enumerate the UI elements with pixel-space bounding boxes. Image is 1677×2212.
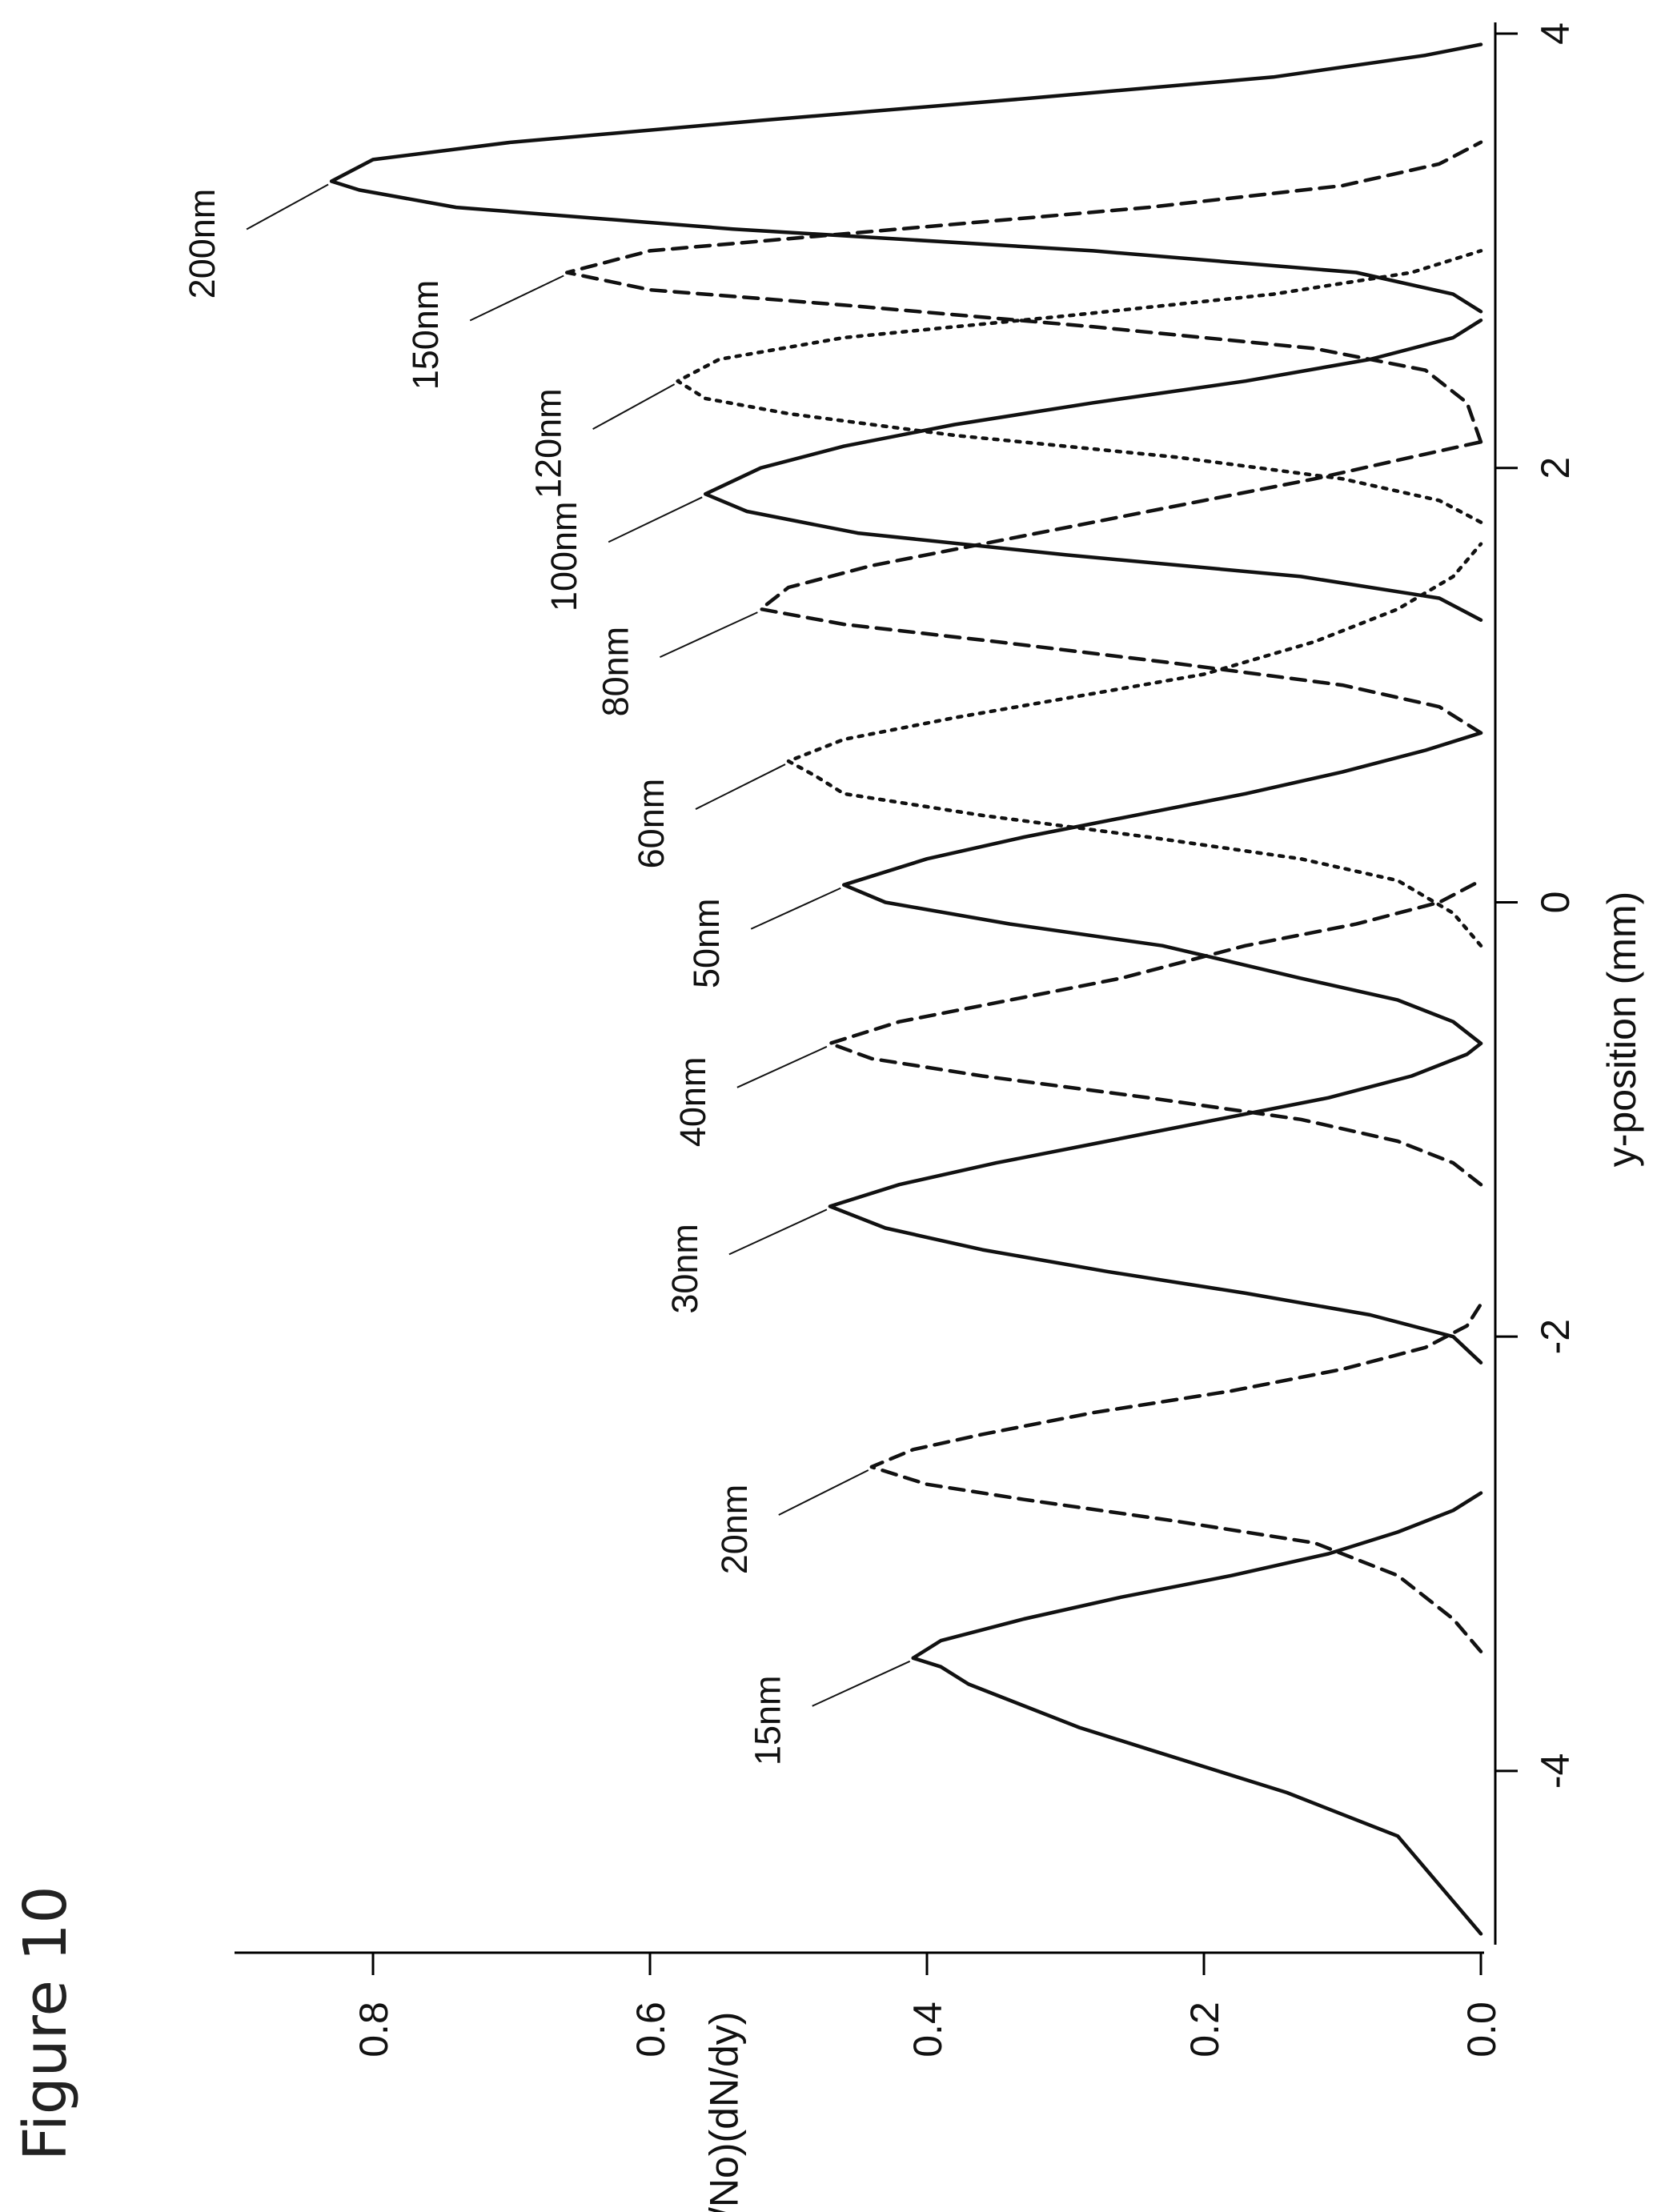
series-label: 120nm	[528, 388, 569, 499]
x-tick-label: 0	[1533, 892, 1578, 914]
series-leader-line	[750, 887, 841, 930]
figure-title-group: Figure 10	[11, 1885, 80, 2161]
series-curve-80nm	[759, 439, 1483, 735]
series-curve-60nm	[786, 542, 1483, 948]
series-label: 30nm	[664, 1224, 705, 1314]
series-leader-line	[246, 183, 329, 230]
series-curve-50nm	[841, 731, 1483, 1046]
series-leader-line	[469, 274, 564, 322]
series-leader-line	[778, 1469, 869, 1516]
series-curve-30nm	[828, 1041, 1483, 1364]
y-tick-label: 0.2	[1182, 2002, 1227, 2058]
y-axis-label: (1/No)(dN/dy)	[702, 2012, 747, 2212]
series-label: 60nm	[631, 779, 672, 869]
series-label: 200nm	[182, 189, 223, 299]
series-curve-20nm	[869, 1302, 1483, 1653]
series-leader-line	[728, 1208, 828, 1256]
series-leader-line	[608, 496, 703, 543]
x-axis-label: y-position (mm)	[1599, 892, 1644, 1167]
series-label: 20nm	[714, 1485, 755, 1575]
series-curve-15nm	[911, 1491, 1483, 1936]
y-tick-label: 0.8	[351, 2002, 396, 2058]
series-curve-40nm	[828, 879, 1483, 1187]
series-curve-200nm	[329, 42, 1483, 314]
x-tick-label: -2	[1533, 1319, 1578, 1354]
series-label: 40nm	[672, 1057, 713, 1148]
x-tick-label: 2	[1533, 457, 1578, 479]
series-leader-line	[592, 383, 676, 431]
series-curve-150nm	[564, 140, 1483, 444]
series-label: 80nm	[595, 627, 636, 717]
x-tick-label: -4	[1533, 1753, 1578, 1789]
series-leader-line	[812, 1660, 911, 1707]
series-label: 15nm	[748, 1676, 788, 1766]
series-curve-120nm	[676, 249, 1483, 524]
y-tick-label: 0.4	[905, 2002, 950, 2058]
figure-title: Figure 10	[11, 1885, 80, 2161]
series-curve-100nm	[703, 318, 1483, 622]
y-tick-label: 0.6	[628, 2002, 673, 2058]
series-leader-line	[695, 763, 786, 810]
x-tick-label: 4	[1533, 22, 1578, 45]
plot-area: -4 -2 0 2 4 0.0 0.2 0.4 0.6 0.8 y-position (mm) (1/…	[182, 22, 1644, 2212]
y-tick-label: 0.0	[1459, 2002, 1504, 2058]
series-label: 50nm	[686, 898, 727, 988]
series-leader-line	[736, 1045, 828, 1088]
series-leader-line	[659, 611, 758, 659]
series-label: 150nm	[405, 280, 446, 391]
series-label: 100nm	[544, 501, 584, 611]
